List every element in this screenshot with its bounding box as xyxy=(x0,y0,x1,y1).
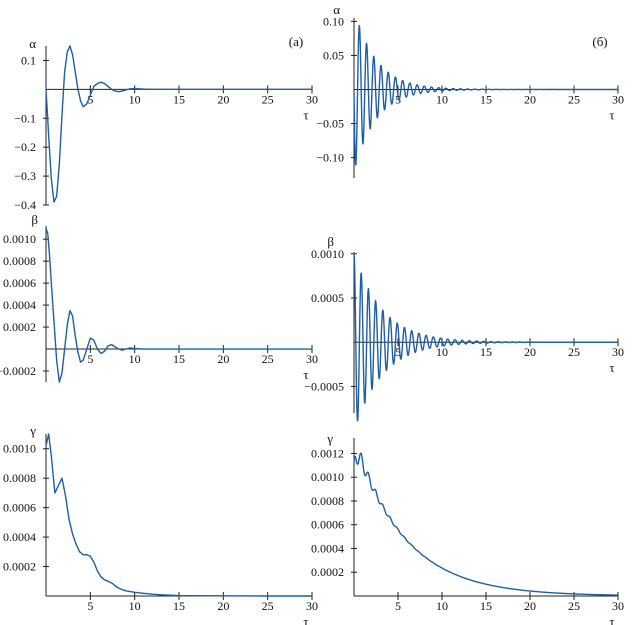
y-axis-label: γ xyxy=(326,431,333,446)
y-tick-label: 0.0010 xyxy=(3,232,36,246)
y-tick-label: 0.0004 xyxy=(3,530,36,544)
y-tick-label: −0.2 xyxy=(14,140,36,154)
x-tick-label: 20 xyxy=(524,345,536,359)
y-tick-label: 0.05 xyxy=(323,48,344,62)
x-tick-label: 20 xyxy=(217,599,229,613)
y-tick-label: 0.1 xyxy=(21,53,36,67)
x-tick-label: 20 xyxy=(217,352,229,366)
y-tick-label: 0.0004 xyxy=(311,541,344,555)
x-axis-label: τ xyxy=(303,367,308,382)
x-tick-label: 15 xyxy=(480,345,492,359)
x-tick-label: 30 xyxy=(612,599,624,613)
x-tick-label: 10 xyxy=(129,92,141,106)
x-tick-label: 25 xyxy=(262,599,274,613)
x-tick-label: 10 xyxy=(436,345,448,359)
panel-beta-a: 5 10 15 20 25 30 0.0010 0.0008 0.0006 0.0004 0.000… xyxy=(0,212,318,383)
y-tick-label: −0.10 xyxy=(316,151,344,165)
x-tick-label: 15 xyxy=(480,92,492,106)
panel-tag: (а) xyxy=(289,34,303,49)
y-axis-label: α xyxy=(333,2,340,17)
y-tick-label: 0.0008 xyxy=(311,494,344,508)
x-tick-label: 5 xyxy=(87,599,93,613)
x-tick-label: 30 xyxy=(612,92,624,106)
panel-gamma-a: 5 10 15 20 25 30 0.0010 0.0008 0.0006 0.0004 0.000… xyxy=(3,423,318,625)
y-tick-label: 0.0010 xyxy=(3,442,36,456)
x-axis-label: τ xyxy=(303,614,308,625)
x-axis-label: τ xyxy=(609,360,614,375)
panel-gamma-b: 5 10 15 20 25 30 0.0012 0.0010 0.0008 0.0006 0.000… xyxy=(311,431,624,625)
y-tick-label: 0.0008 xyxy=(3,254,36,268)
x-tick-label: 25 xyxy=(262,92,274,106)
x-tick-label: 30 xyxy=(306,92,318,106)
x-tick-label: 30 xyxy=(612,345,624,359)
x-tick-label: 10 xyxy=(436,599,448,613)
y-tick-label: 0.0004 xyxy=(3,298,36,312)
y-axis-label: α xyxy=(29,36,36,51)
x-axis-label: τ xyxy=(609,614,614,625)
y-tick-label: 0.0002 xyxy=(3,560,36,574)
x-tick-label: 5 xyxy=(87,92,93,106)
y-tick-label: −0.4 xyxy=(14,198,36,212)
x-tick-label: 30 xyxy=(306,599,318,613)
x-tick-label: 15 xyxy=(173,92,185,106)
y-tick-label: −0.0005 xyxy=(304,379,344,393)
y-tick-label: −0.05 xyxy=(316,117,344,131)
series-line xyxy=(353,452,619,596)
x-tick-label: 25 xyxy=(262,352,274,366)
x-axis-label: τ xyxy=(609,107,614,122)
x-tick-label: 25 xyxy=(568,345,580,359)
x-tick-label: 20 xyxy=(524,92,536,106)
y-tick-label: 0.0012 xyxy=(311,446,344,460)
y-tick-label: 0.0006 xyxy=(3,276,36,290)
x-tick-label: 15 xyxy=(480,599,492,613)
panel-alpha-a: 5 10 15 20 25 30 0.1 −0.1 −0.2 −0.3 −0.4 α τ (а) xyxy=(14,34,318,212)
y-tick-label: 0.0006 xyxy=(3,501,36,515)
x-tick-label: 15 xyxy=(173,352,185,366)
x-tick-label: 25 xyxy=(568,92,580,106)
y-tick-label: 0.10 xyxy=(323,14,344,28)
y-tick-label: 0.0005 xyxy=(311,291,344,305)
series-line xyxy=(353,24,619,166)
x-tick-label: 10 xyxy=(436,92,448,106)
y-axis-label: β xyxy=(327,234,334,249)
y-axis-label: β xyxy=(31,212,38,227)
series-line xyxy=(353,252,619,422)
series-line xyxy=(45,45,312,203)
x-tick-label: 10 xyxy=(129,352,141,366)
x-axis-label: τ xyxy=(303,107,308,122)
panel-beta-b: 5 10 15 20 25 30 0.0010 0.0005 −0.0005 β τ xyxy=(304,234,624,422)
series-line xyxy=(45,433,312,597)
x-tick-label: 5 xyxy=(87,352,93,366)
x-tick-label: 20 xyxy=(217,92,229,106)
panel-tag: (б) xyxy=(592,34,607,49)
x-tick-label: 5 xyxy=(395,599,401,613)
y-tick-label: −0.0002 xyxy=(0,364,36,378)
x-tick-label: 25 xyxy=(568,599,580,613)
x-tick-label: 10 xyxy=(129,599,141,613)
y-tick-label: 0.0006 xyxy=(311,518,344,532)
y-tick-label: 0.0002 xyxy=(311,565,344,579)
x-tick-label: 15 xyxy=(173,599,185,613)
x-tick-label: 5 xyxy=(395,345,401,359)
y-tick-label: −0.3 xyxy=(14,169,36,183)
y-tick-label: 0.0002 xyxy=(3,320,36,334)
x-tick-label: 20 xyxy=(524,599,536,613)
series-line xyxy=(45,227,312,383)
y-tick-label: 0.0010 xyxy=(311,470,344,484)
y-tick-label: 0.0008 xyxy=(3,471,36,485)
y-tick-label: −0.1 xyxy=(14,111,36,125)
y-tick-label: 0.0010 xyxy=(311,247,344,261)
x-tick-label: 30 xyxy=(306,352,318,366)
y-axis-label: γ xyxy=(29,423,36,438)
